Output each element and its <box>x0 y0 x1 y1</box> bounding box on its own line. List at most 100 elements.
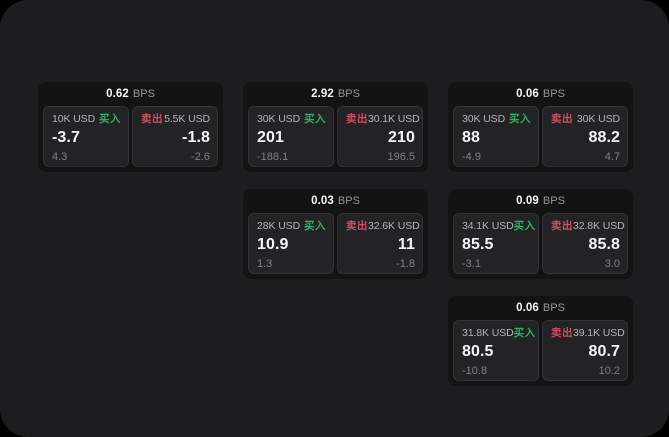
sell-pane-header: 卖出 5.5K USD <box>141 113 210 126</box>
sell-amount: 32.6K USD <box>368 220 420 232</box>
buy-amount: 30K USD <box>462 113 506 125</box>
card-body: 10K USD 买入 -3.7 4.3 卖出 5.5K USD -1.8 -2.… <box>38 106 223 167</box>
sell-delta: 3.0 <box>604 258 620 270</box>
sell-side-label: 卖出 <box>551 220 573 232</box>
buy-price: 85.5 <box>462 236 494 253</box>
sell-pane-header: 卖出 39.1K USD <box>551 327 625 340</box>
buy-delta: -188.1 <box>257 151 289 163</box>
buy-price: -3.7 <box>52 129 80 146</box>
sell-amount: 32.8K USD <box>573 220 625 232</box>
buy-pane-header: 10K USD 买入 <box>52 113 121 126</box>
card-body: 34.1K USD 买入 85.5 -3.1 卖出 32.8K USD 85.8… <box>448 213 633 274</box>
sell-amount: 5.5K USD <box>164 113 210 125</box>
sell-pane-header: 卖出 32.8K USD <box>551 220 625 233</box>
quote-card: 0.03 BPS 28K USD 买入 10.9 1.3 卖出 32.6K US… <box>243 189 428 279</box>
sell-price: 80.7 <box>588 343 620 360</box>
buy-pane-header: 28K USD 买入 <box>257 220 326 233</box>
bps-unit-label: BPS <box>542 195 565 207</box>
buy-delta: -4.9 <box>462 151 481 163</box>
buy-side-label: 买入 <box>513 220 536 232</box>
bps-value: 2.92 <box>311 88 334 100</box>
sell-pane[interactable]: 卖出 39.1K USD 80.7 10.2 <box>542 320 628 381</box>
buy-delta: -3.1 <box>462 258 481 270</box>
sell-pane-header: 卖出 30.1K USD <box>346 113 420 126</box>
sell-side-label: 卖出 <box>346 220 368 232</box>
buy-price: 201 <box>257 129 284 146</box>
card-header: 2.92 BPS <box>243 82 428 106</box>
sell-pane[interactable]: 卖出 30K USD 88.2 4.7 <box>542 106 628 167</box>
bps-unit-label: BPS <box>337 195 360 207</box>
card-header: 0.62 BPS <box>38 82 223 106</box>
buy-price: 80.5 <box>462 343 494 360</box>
sell-delta: 10.2 <box>598 365 620 377</box>
sell-price: -1.8 <box>182 129 210 146</box>
buy-amount: 34.1K USD <box>462 220 514 232</box>
sell-amount: 39.1K USD <box>573 327 625 339</box>
bps-value: 0.06 <box>516 302 539 314</box>
bps-value: 0.09 <box>516 195 539 207</box>
buy-pane[interactable]: 28K USD 买入 10.9 1.3 <box>248 213 334 274</box>
buy-pane-header: 30K USD 买入 <box>462 113 531 126</box>
sell-side-label: 卖出 <box>346 113 368 125</box>
bps-unit-label: BPS <box>542 302 565 314</box>
sell-pane[interactable]: 卖出 32.8K USD 85.8 3.0 <box>542 213 628 274</box>
buy-pane[interactable]: 31.8K USD 买入 80.5 -10.8 <box>453 320 539 381</box>
buy-side-label: 买入 <box>509 113 531 125</box>
card-body: 31.8K USD 买入 80.5 -10.8 卖出 39.1K USD 80.… <box>448 320 633 381</box>
buy-pane-header: 34.1K USD 买入 <box>462 220 535 233</box>
buy-delta: 4.3 <box>52 151 68 163</box>
buy-amount: 30K USD <box>257 113 301 125</box>
sell-delta: 4.7 <box>604 151 620 163</box>
bps-value: 0.06 <box>516 88 539 100</box>
card-header: 0.06 BPS <box>448 82 633 106</box>
bps-unit-label: BPS <box>542 88 565 100</box>
sell-side-label: 卖出 <box>141 113 163 125</box>
quote-card: 0.62 BPS 10K USD 买入 -3.7 4.3 卖出 5.5K USD… <box>38 82 223 172</box>
sell-pane-header: 卖出 32.6K USD <box>346 220 420 233</box>
buy-pane-header: 30K USD 买入 <box>257 113 326 126</box>
sell-side-label: 卖出 <box>551 113 573 125</box>
buy-pane[interactable]: 34.1K USD 买入 85.5 -3.1 <box>453 213 539 274</box>
sell-side-label: 卖出 <box>551 327 573 339</box>
buy-delta: 1.3 <box>257 258 273 270</box>
buy-price: 10.9 <box>257 236 289 253</box>
buy-delta: -10.8 <box>462 365 488 377</box>
buy-side-label: 买入 <box>304 220 326 232</box>
buy-price: 88 <box>462 129 480 146</box>
buy-side-label: 买入 <box>513 327 536 339</box>
sell-pane[interactable]: 卖出 5.5K USD -1.8 -2.6 <box>132 106 218 167</box>
sell-delta: -1.8 <box>396 258 415 270</box>
sell-price: 85.8 <box>588 236 620 253</box>
sell-amount: 30K USD <box>576 113 620 125</box>
quote-card: 2.92 BPS 30K USD 买入 201 -188.1 卖出 30.1K … <box>243 82 428 172</box>
bps-unit-label: BPS <box>337 88 360 100</box>
buy-pane[interactable]: 30K USD 买入 201 -188.1 <box>248 106 334 167</box>
sell-delta: -2.6 <box>191 151 210 163</box>
bps-unit-label: BPS <box>132 88 155 100</box>
card-header: 0.03 BPS <box>243 189 428 213</box>
quote-card: 0.06 BPS 30K USD 买入 88 -4.9 卖出 30K USD 8… <box>448 82 633 172</box>
buy-amount: 31.8K USD <box>462 327 514 339</box>
card-header: 0.06 BPS <box>448 296 633 320</box>
sell-price: 210 <box>388 129 415 146</box>
sell-pane-header: 卖出 30K USD <box>551 113 620 126</box>
buy-amount: 28K USD <box>257 220 301 232</box>
buy-side-label: 买入 <box>304 113 326 125</box>
sell-pane[interactable]: 卖出 30.1K USD 210 196.5 <box>337 106 423 167</box>
quote-card: 0.09 BPS 34.1K USD 买入 85.5 -3.1 卖出 32.8K… <box>448 189 633 279</box>
buy-pane[interactable]: 30K USD 买入 88 -4.9 <box>453 106 539 167</box>
buy-pane[interactable]: 10K USD 买入 -3.7 4.3 <box>43 106 129 167</box>
bps-value: 0.62 <box>106 88 129 100</box>
sell-delta: 196.5 <box>387 151 415 163</box>
card-body: 30K USD 买入 88 -4.9 卖出 30K USD 88.2 4.7 <box>448 106 633 167</box>
sell-price: 11 <box>397 236 415 253</box>
buy-pane-header: 31.8K USD 买入 <box>462 327 535 340</box>
sell-pane[interactable]: 卖出 32.6K USD 11 -1.8 <box>337 213 423 274</box>
quote-card: 0.06 BPS 31.8K USD 买入 80.5 -10.8 卖出 39.1… <box>448 296 633 386</box>
sell-amount: 30.1K USD <box>368 113 420 125</box>
buy-side-label: 买入 <box>99 113 121 125</box>
bps-value: 0.03 <box>311 195 334 207</box>
sell-price: 88.2 <box>588 129 620 146</box>
